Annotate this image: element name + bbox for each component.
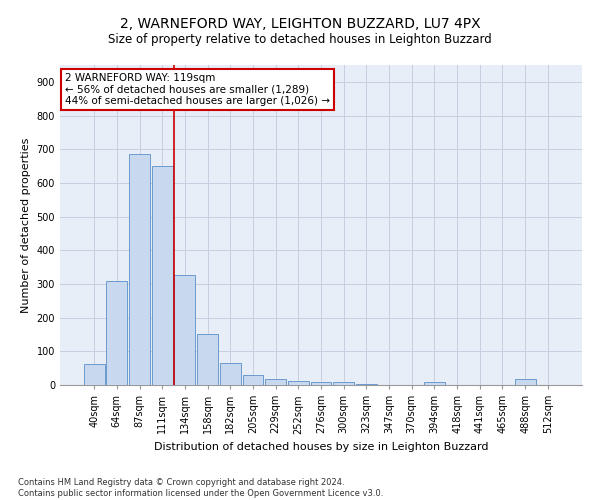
Bar bbox=[265, 379, 286, 385]
Bar bbox=[84, 364, 104, 385]
Bar bbox=[220, 363, 241, 385]
Text: Contains HM Land Registry data © Crown copyright and database right 2024.
Contai: Contains HM Land Registry data © Crown c… bbox=[18, 478, 383, 498]
Bar bbox=[106, 280, 127, 385]
Bar bbox=[197, 334, 218, 385]
Text: 2, WARNEFORD WAY, LEIGHTON BUZZARD, LU7 4PX: 2, WARNEFORD WAY, LEIGHTON BUZZARD, LU7 … bbox=[119, 18, 481, 32]
Text: Size of property relative to detached houses in Leighton Buzzard: Size of property relative to detached ho… bbox=[108, 32, 492, 46]
Bar bbox=[288, 382, 309, 385]
Bar bbox=[129, 154, 150, 385]
Bar bbox=[424, 382, 445, 385]
X-axis label: Distribution of detached houses by size in Leighton Buzzard: Distribution of detached houses by size … bbox=[154, 442, 488, 452]
Bar bbox=[175, 274, 196, 385]
Bar bbox=[152, 166, 173, 385]
Y-axis label: Number of detached properties: Number of detached properties bbox=[21, 138, 31, 312]
Text: 2 WARNEFORD WAY: 119sqm
← 56% of detached houses are smaller (1,289)
44% of semi: 2 WARNEFORD WAY: 119sqm ← 56% of detache… bbox=[65, 73, 330, 106]
Bar bbox=[311, 382, 331, 385]
Bar bbox=[356, 384, 377, 385]
Bar bbox=[242, 375, 263, 385]
Bar bbox=[515, 379, 536, 385]
Bar bbox=[333, 382, 354, 385]
